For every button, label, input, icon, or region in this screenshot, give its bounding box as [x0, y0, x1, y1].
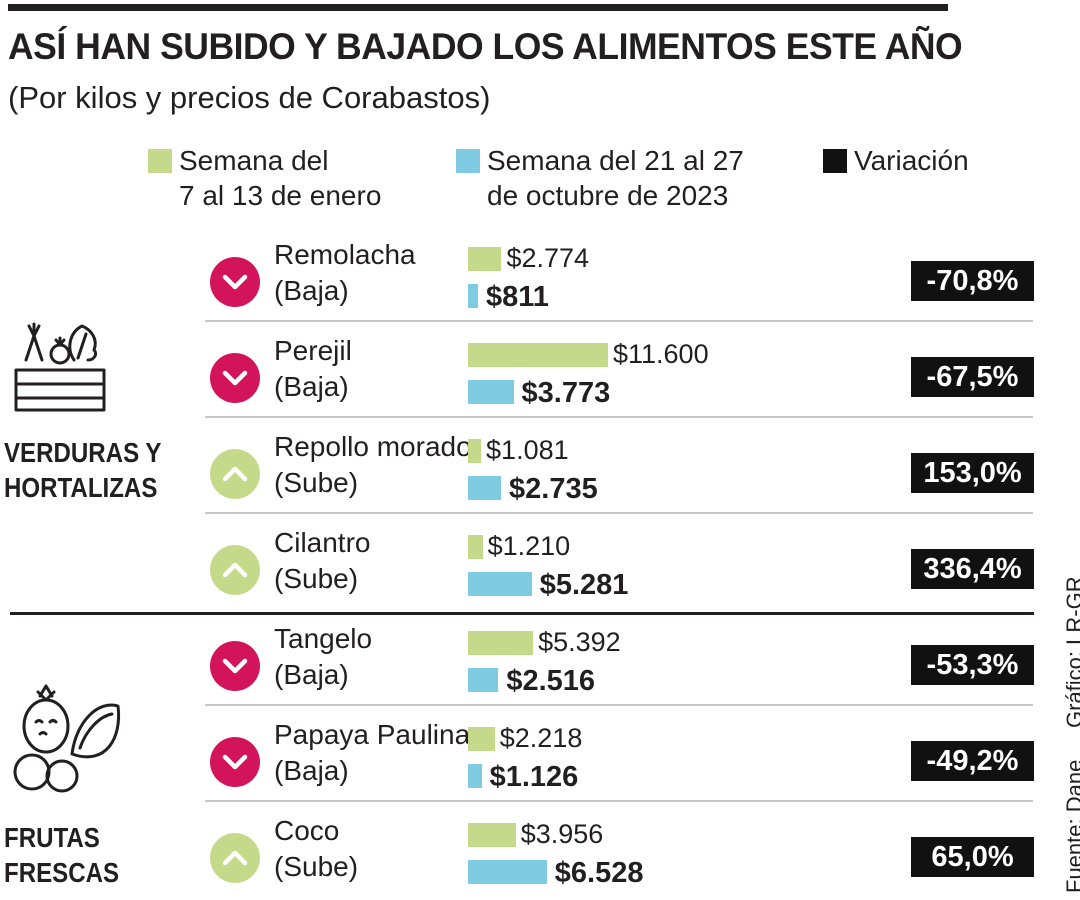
value-label-week1: $1.210	[487, 531, 571, 561]
value-label-week2: $2.735	[509, 473, 598, 505]
chart-subtitle: (Por kilos y precios de Corabastos)	[8, 80, 491, 115]
value-label-week1: $3.956	[520, 819, 604, 849]
product-trend: (Baja)	[274, 659, 349, 690]
bar-week1	[468, 535, 483, 559]
row-separator	[205, 800, 1033, 802]
legend-week2-line1: Semana del 21 al 27	[487, 145, 744, 176]
top-rule	[8, 4, 948, 11]
product-trend: (Baja)	[274, 755, 349, 786]
product-trend: (Sube)	[274, 563, 359, 594]
bar-week1	[468, 343, 608, 367]
value-label-week2: $3.773	[521, 377, 611, 409]
product-trend: (Baja)	[274, 371, 349, 402]
legend-week1-line2: 7 al 13 de enero	[179, 180, 382, 211]
bar-week1	[468, 247, 502, 271]
legend-swatch-week2	[456, 149, 480, 173]
down-indicator-icon	[210, 257, 260, 307]
bar-week2	[468, 476, 501, 500]
vegetable-crate-icon	[12, 318, 108, 419]
bar-week1	[468, 727, 495, 751]
product-name: Coco	[274, 815, 340, 846]
category-frutas-line2: FRESCAS	[4, 857, 120, 888]
category-verduras-line1: VERDURAS Y	[4, 437, 162, 468]
legend-label-week2: Semana del 21 al 27 de octubre de 2023	[487, 143, 744, 213]
value-label-week1: $5.392	[538, 627, 621, 657]
legend-label-week1: Semana del 7 al 13 de enero	[179, 143, 381, 213]
bar-week2	[468, 380, 514, 404]
row-separator	[205, 416, 1033, 418]
product-trend: (Sube)	[274, 851, 359, 882]
legend-label-variation: Variación	[854, 145, 969, 176]
legend-swatch-variation	[823, 149, 847, 173]
variation-badge: -53,3%	[911, 645, 1034, 685]
row-separator	[205, 320, 1033, 322]
legend-week1-line1: Semana del	[179, 145, 329, 176]
up-indicator-icon	[210, 449, 260, 499]
bar-week1	[468, 439, 482, 463]
variation-badge: -49,2%	[911, 741, 1034, 781]
variation-badge: -67,5%	[911, 357, 1034, 397]
bar-week2	[468, 860, 547, 884]
value-label-week2: $1.126	[489, 761, 579, 793]
bar-week2	[468, 284, 478, 308]
category-frutas-line1: FRUTAS	[4, 822, 100, 853]
variation-badge: 336,4%	[911, 549, 1034, 589]
product-trend: (Baja)	[274, 275, 349, 306]
value-label-week2: $2.516	[506, 665, 596, 697]
product-name: Tangelo	[274, 623, 373, 654]
value-label-week2: $6.528	[554, 857, 644, 889]
source-note: Fuente: Dane	[1062, 759, 1080, 893]
product-trend: (Sube)	[274, 467, 359, 498]
down-indicator-icon	[210, 353, 260, 403]
product-name: Cilantro	[274, 527, 371, 558]
product-name: Repollo morado	[274, 431, 472, 462]
row-separator	[205, 704, 1033, 706]
bar-week2	[468, 668, 499, 692]
chart-title: ASÍ HAN SUBIDO Y BAJADO LOS ALIMENTOS ES…	[8, 26, 963, 67]
up-indicator-icon	[210, 545, 260, 595]
fruits-icon	[10, 682, 126, 803]
legend-swatch-week1	[148, 149, 172, 173]
category-verduras-line2: HORTALIZAS	[4, 472, 158, 503]
value-label-week1: $2.774	[506, 243, 590, 273]
category-label-verduras: VERDURAS Y HORTALIZAS	[4, 435, 161, 505]
bar-week2	[468, 764, 482, 788]
product-name: Remolacha	[274, 239, 416, 270]
category-separator	[10, 612, 1034, 615]
down-indicator-icon	[210, 737, 260, 787]
legend-week2-line2: de octubre de 2023	[487, 180, 729, 211]
variation-badge: -70,8%	[911, 261, 1034, 301]
bar-week1	[468, 823, 516, 847]
value-label-week2: $811	[486, 281, 549, 313]
value-label-week2: $5.281	[539, 569, 629, 601]
category-label-frutas: FRUTAS FRESCAS	[4, 820, 119, 890]
row-separator	[205, 512, 1033, 514]
product-name: Papaya Paulina	[274, 719, 471, 750]
bar-week1	[468, 631, 534, 655]
variation-badge: 65,0%	[911, 837, 1034, 877]
bar-week2	[468, 572, 532, 596]
up-indicator-icon	[210, 833, 260, 883]
credit-note: Gráfico: LR-GR	[1062, 576, 1080, 728]
variation-badge: 153,0%	[911, 453, 1034, 493]
value-label-week1: $2.218	[499, 723, 583, 753]
product-name: Perejil	[274, 335, 352, 366]
down-indicator-icon	[210, 641, 260, 691]
value-label-week1: $11.600	[613, 339, 709, 369]
value-label-week1: $1.081	[486, 435, 569, 465]
